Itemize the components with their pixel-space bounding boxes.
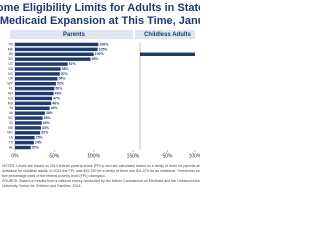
x-tick-label: 50% xyxy=(49,153,60,159)
value-label: 100% xyxy=(95,52,105,56)
bar xyxy=(15,72,60,76)
y-tick-label: TX xyxy=(9,141,14,145)
bar xyxy=(140,52,195,56)
bar xyxy=(15,136,35,140)
value-label: 34% xyxy=(43,121,51,125)
y-tick-label: SD xyxy=(8,57,13,61)
bar xyxy=(15,111,45,115)
y-tick-label: OK xyxy=(8,77,14,81)
y-tick-label: WI xyxy=(9,52,13,56)
y-tick-label: TN xyxy=(8,42,13,46)
panel-header xyxy=(10,30,133,39)
x-tick-label: 100% xyxy=(87,153,100,159)
footnote: individual for childless adults. In 2014… xyxy=(2,169,200,173)
x-tick-label: 100% xyxy=(189,153,200,159)
x-tick-label: 50% xyxy=(162,153,173,159)
y-tick-label: ID xyxy=(10,121,14,125)
value-label: 57% xyxy=(61,72,69,76)
bar xyxy=(15,47,98,52)
bar xyxy=(15,131,41,135)
y-tick-label: GA xyxy=(8,67,14,71)
y-tick-label: KS xyxy=(8,96,13,100)
bar xyxy=(15,52,94,56)
bar xyxy=(15,91,54,96)
y-tick-label: SC xyxy=(8,116,13,120)
value-label: 20% xyxy=(32,145,40,149)
y-tick-label: MS xyxy=(8,101,14,105)
y-tick-label: NC xyxy=(8,72,14,76)
chart-title: id Income Eligibility Limits for Adults … xyxy=(0,2,200,14)
y-tick-label: UT xyxy=(8,62,14,66)
panel-title: Parents xyxy=(63,32,86,38)
value-label: 106% xyxy=(99,42,109,46)
y-tick-label: IN xyxy=(10,106,14,110)
footnote: NOTES: Levels are based on 2014 federal … xyxy=(2,164,200,168)
value-label: 67% xyxy=(69,62,77,66)
y-tick-label: NE xyxy=(8,126,14,130)
bar xyxy=(15,57,91,61)
bar xyxy=(15,96,52,101)
y-tick-label: ME xyxy=(8,47,14,51)
bar xyxy=(15,42,99,47)
bar xyxy=(15,106,50,110)
panel-header xyxy=(135,30,195,39)
footnote: SOURCE: Based on results from a national… xyxy=(2,179,200,183)
footnote: five percentage point of the federal pov… xyxy=(2,174,105,178)
bar xyxy=(15,101,52,106)
y-tick-label: MO xyxy=(7,131,13,135)
y-tick-label: LA xyxy=(9,136,14,140)
value-label: 44% xyxy=(51,106,59,110)
bar xyxy=(15,67,61,71)
x-tick-label: 150% xyxy=(127,153,140,159)
bar xyxy=(15,82,56,86)
value-label: 25% xyxy=(36,136,44,140)
value-label: 46% xyxy=(52,101,60,105)
chart: id Income Eligibility Limits for Adults … xyxy=(0,2,200,188)
bar xyxy=(15,145,31,150)
y-tick-label: VA xyxy=(9,111,14,115)
value-label: 49% xyxy=(55,91,63,95)
value-label: 33% xyxy=(42,126,50,130)
value-label: 47% xyxy=(53,96,61,100)
bar xyxy=(15,116,43,120)
value-label: 52% xyxy=(57,82,65,86)
value-label: 54% xyxy=(58,77,66,81)
bar xyxy=(15,140,34,145)
value-label: 50% xyxy=(55,87,63,91)
bar xyxy=(15,77,58,81)
bar xyxy=(15,62,68,66)
bar xyxy=(15,86,55,91)
bar xyxy=(15,126,41,130)
value-label: 58% xyxy=(62,67,70,71)
value-label: 24% xyxy=(35,141,43,145)
y-tick-label: NH xyxy=(8,91,14,95)
footnote: University Center for Children and Famil… xyxy=(2,184,82,188)
panel-title: Childless Adults xyxy=(144,32,191,38)
y-tick-label: FL xyxy=(9,87,13,91)
chart-title: ng the Medicaid Expansion at This Time, … xyxy=(0,15,200,27)
page: {"chart_data":{"type":"bar","orientation… xyxy=(0,1,200,188)
bar xyxy=(15,121,42,125)
value-label: 32% xyxy=(41,131,49,135)
value-label: 35% xyxy=(44,116,52,120)
y-tick-label: WY xyxy=(7,82,13,86)
value-label: 96% xyxy=(92,57,100,61)
value-label: 105% xyxy=(99,47,109,51)
y-tick-label: AL xyxy=(9,145,13,149)
value-label: 38% xyxy=(46,111,54,115)
x-tick-label: 0% xyxy=(11,153,19,159)
